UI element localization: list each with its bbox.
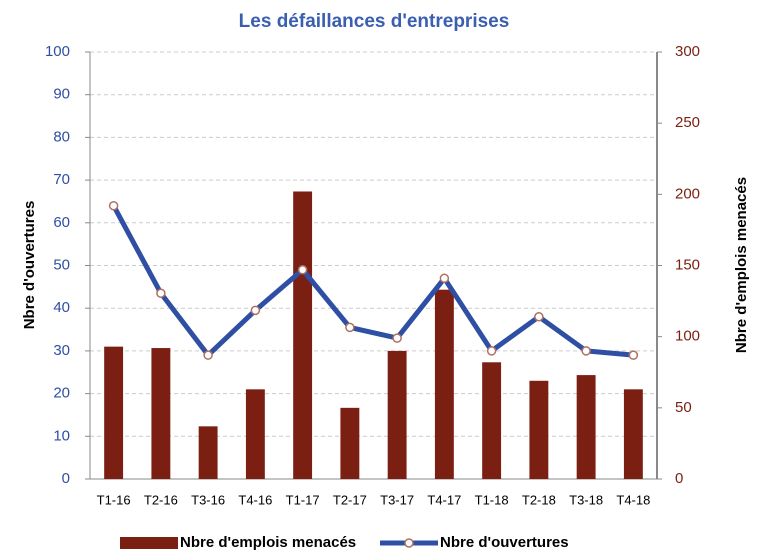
legend-swatch (120, 537, 178, 549)
bar (576, 375, 596, 479)
line-marker (345, 322, 355, 333)
y-tick-label: 20 (53, 385, 70, 402)
y-tick-label: 60 (53, 214, 70, 231)
bar (434, 289, 454, 479)
bar (482, 362, 502, 479)
x-tick-label: T4-18 (616, 492, 650, 507)
x-tick-label: T4-16 (238, 492, 272, 507)
bar (387, 350, 407, 479)
line-marker (156, 288, 166, 299)
line (111, 204, 634, 358)
bar (151, 348, 171, 479)
x-tick-label: T3-17 (380, 492, 414, 507)
line-marker (486, 346, 497, 356)
x-tick-label: T1-16 (97, 492, 131, 507)
y2-tick-label: 50 (675, 399, 692, 416)
y-tick-label: 0 (62, 470, 70, 487)
legend-marker (404, 538, 414, 548)
bar (340, 407, 360, 479)
y2-tick-label: 100 (675, 328, 700, 345)
bar (245, 389, 265, 479)
x-tick-label: T3-18 (569, 492, 603, 507)
y2-tick-label: 200 (675, 185, 700, 202)
y2-tick-label: 150 (675, 256, 700, 273)
y-tick-label: 40 (53, 299, 70, 316)
y-tick-label: 30 (53, 342, 70, 359)
x-tick-label: T3-16 (191, 492, 225, 507)
legend-label: Nbre d'ouvertures (440, 534, 569, 551)
line-marker (108, 200, 119, 211)
x-tick-label: T1-18 (475, 492, 509, 507)
line-marker (297, 265, 308, 275)
line-marker (628, 350, 639, 360)
line-marker (250, 305, 261, 316)
line-marker (203, 350, 213, 360)
y-tick-label: 90 (53, 86, 70, 103)
bar (529, 380, 549, 479)
bar (293, 191, 313, 479)
y2-tick-label: 300 (675, 43, 700, 60)
bar (198, 426, 218, 479)
y2-tick-label: 0 (675, 470, 683, 487)
y-tick-label: 50 (53, 256, 70, 273)
line-marker (439, 273, 450, 284)
chart-title: Les défaillances d'entreprises (239, 11, 510, 32)
line-marker (392, 333, 402, 343)
y-tick-label: 80 (53, 128, 70, 145)
line-marker (534, 311, 544, 322)
legend-label: Nbre d'emplois menacés (180, 534, 356, 551)
y-tick-label: 10 (53, 427, 70, 444)
x-tick-label: T2-18 (522, 492, 556, 507)
line-marker (581, 346, 591, 356)
bar (623, 389, 643, 479)
x-tick-label: T2-16 (144, 492, 178, 507)
y2-tick-label: 250 (675, 114, 700, 131)
y-tick-label: 70 (53, 171, 70, 188)
bar (104, 346, 124, 479)
x-tick-label: T2-17 (333, 492, 367, 507)
y-axis-label: Nbre d'ouvertures (21, 201, 38, 330)
y-tick-label: 100 (45, 43, 70, 60)
x-tick-label: T1-17 (286, 492, 320, 507)
x-tick-label: T4-17 (427, 492, 461, 507)
y2-axis-label: Nbre d'emplois menacés (733, 177, 750, 353)
